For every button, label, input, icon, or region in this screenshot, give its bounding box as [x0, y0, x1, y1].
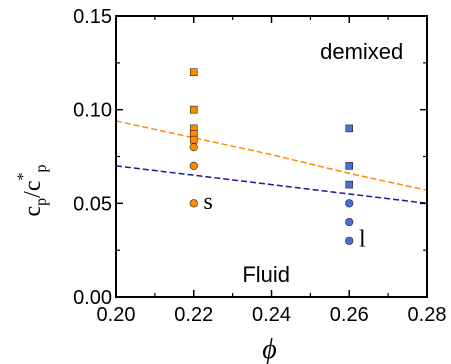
x-tick-label: 0.22: [174, 304, 213, 326]
data-point-circle-orange: [189, 161, 198, 170]
y-tick-label: 0.10: [73, 100, 112, 122]
data-point-square-orange: [189, 105, 198, 114]
y-tick-label: 0.15: [73, 6, 112, 28]
data-point-square-blue: [345, 180, 354, 189]
region-label: demixed: [320, 39, 403, 64]
x-tick-label: 0.20: [97, 304, 136, 326]
data-point-circle-blue: [345, 236, 354, 245]
y-axis-label-part: p: [33, 198, 50, 206]
x-tick-label: 0.26: [330, 304, 369, 326]
data-point-square-orange: [189, 135, 198, 144]
point-label: l: [359, 226, 366, 252]
axis-ticks: [115, 15, 428, 298]
data-point-square-blue: [345, 162, 354, 170]
x-tick-label: 0.28: [408, 304, 447, 326]
y-axis-label: cp/c*p: [15, 165, 50, 217]
y-axis-label-part: p: [33, 165, 50, 173]
data-point-square-blue: [345, 124, 354, 133]
data-point-circle-orange: [189, 199, 198, 208]
y-axis-label-part: /c: [20, 181, 46, 198]
y-tick-label: 0.00: [73, 287, 112, 309]
data-point-circle-orange: [189, 143, 198, 152]
y-axis-label-part: *: [15, 173, 32, 181]
point-label: s: [203, 189, 212, 215]
y-axis-label-part: c: [20, 206, 46, 217]
data-point-circle-blue: [345, 199, 354, 208]
dashed-line-blue_line: [115, 165, 428, 205]
region-label: Fluid: [242, 262, 290, 287]
x-axis-label: ϕ: [262, 334, 277, 364]
x-tick-label: 0.24: [252, 304, 291, 326]
data-point-square-orange: [189, 68, 198, 76]
y-tick-label: 0.05: [73, 193, 112, 215]
data-point-circle-blue: [345, 217, 354, 227]
chart-labels: 0.20 0.22 0.24 0.26 0.28 0.00 0.05 0.10 0.15 demi…: [15, 6, 446, 364]
y-axis-label-text: cp/c*p: [15, 165, 50, 217]
dashed-line-orange_line: [115, 120, 428, 191]
chart-marks: [115, 68, 428, 245]
